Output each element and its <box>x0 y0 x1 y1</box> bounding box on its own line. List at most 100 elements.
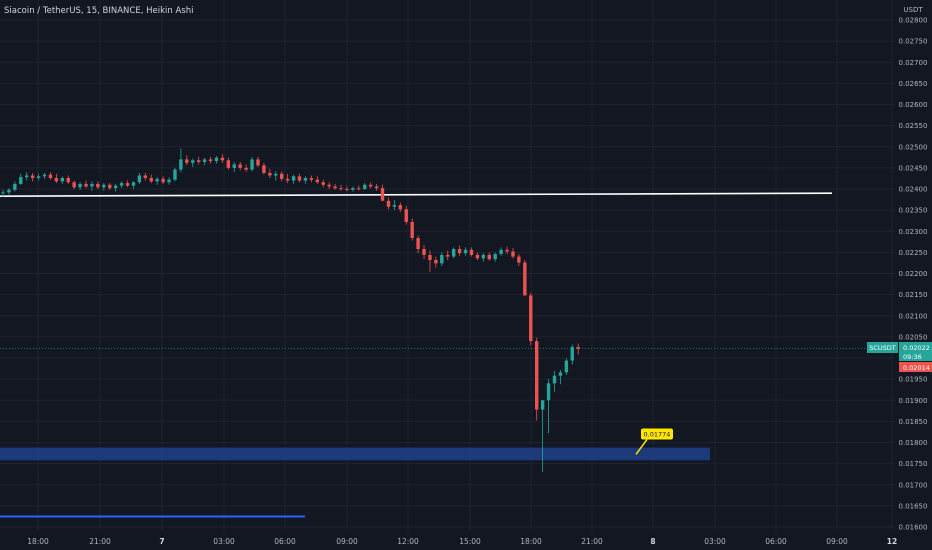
candle-body <box>380 188 385 201</box>
low-price-tag <box>899 362 932 372</box>
support-zone[interactable] <box>0 447 710 461</box>
time-tick-label: 8 <box>650 537 655 546</box>
candle-body <box>238 164 242 168</box>
candle-body <box>540 400 545 410</box>
candle-body <box>149 178 153 182</box>
candle-body <box>274 173 278 176</box>
chart-title: Siacoin / TetherUS, 15, BINANCE, Heikin … <box>4 6 193 16</box>
time-tick-label: 06:00 <box>274 537 296 546</box>
candle-body <box>48 174 53 179</box>
price-tick-label: 0.01950 <box>899 376 928 384</box>
candle-body <box>119 183 124 186</box>
symbol-tag-text: SCUSDT <box>869 344 896 352</box>
candle-body <box>84 183 88 187</box>
candle-body <box>463 249 468 254</box>
candle-body <box>327 184 331 187</box>
price-tags: SCUSDT 0.02022 09:36 0.02014 <box>867 342 932 372</box>
candle-body <box>481 254 486 259</box>
time-axis[interactable]: 18:00 21:00 7 03:00 06:00 09:00 12:00 15:00 18:0… <box>27 537 897 546</box>
time-tick-label: 7 <box>159 537 164 546</box>
time-tick-label: 12 <box>887 537 897 546</box>
price-tick-label: 0.01800 <box>899 439 928 447</box>
candle-body <box>125 183 130 186</box>
candle-body <box>333 186 337 189</box>
candle-body <box>72 182 76 188</box>
candle-body <box>167 179 171 183</box>
candle-body <box>280 173 284 179</box>
candle-body <box>262 165 266 173</box>
candle-body <box>511 251 515 257</box>
candle-body <box>529 295 533 342</box>
price-tick-label: 0.02500 <box>899 143 928 151</box>
candle-body <box>19 177 23 184</box>
price-tick-label: 0.02600 <box>899 101 928 109</box>
candle-body <box>434 259 438 264</box>
candle-body <box>398 205 403 210</box>
candle-body <box>208 159 213 162</box>
current-price-text: 0.02022 <box>903 344 930 352</box>
candle-body <box>268 172 272 176</box>
candle-body <box>196 160 201 162</box>
candle-body <box>7 189 11 193</box>
chart-grid <box>0 0 895 530</box>
candle-body <box>487 254 491 260</box>
candle-body <box>202 159 207 162</box>
horizontal-price-line[interactable] <box>0 192 833 197</box>
candle-body <box>13 183 17 190</box>
time-tick-label: 03:00 <box>213 537 235 546</box>
price-tick-label: 0.02350 <box>899 207 928 215</box>
price-tick-label: 0.02800 <box>899 17 928 25</box>
candle-body <box>309 178 314 180</box>
low-price-text: 0.02014 <box>903 364 930 372</box>
price-tick-label: 0.02100 <box>899 312 928 320</box>
price-tick-label: 0.02450 <box>899 164 928 172</box>
candle-body <box>36 176 41 179</box>
candle-body <box>244 167 248 170</box>
candle-body <box>558 372 563 376</box>
candle-body <box>113 185 118 189</box>
candle-body <box>505 249 509 252</box>
callout-label[interactable]: 0.01774 <box>635 428 673 455</box>
callout-price-text: 0.01774 <box>644 430 671 438</box>
candle-body <box>250 159 254 170</box>
price-tick-label: 0.02750 <box>899 38 928 46</box>
candle-body <box>291 176 296 181</box>
candle-body <box>161 178 165 183</box>
candle-body <box>185 159 189 163</box>
candle-body <box>232 164 236 168</box>
candle-body <box>576 347 580 349</box>
candle-body <box>179 159 183 170</box>
candle-body <box>60 178 64 182</box>
time-tick-label: 15:00 <box>459 537 481 546</box>
axis-unit: USDT <box>903 6 923 14</box>
candle-body <box>173 169 177 180</box>
candle-body <box>137 175 142 183</box>
price-tick-label: 0.02050 <box>899 333 928 341</box>
price-tick-label: 0.02550 <box>899 122 928 130</box>
candle-body <box>256 159 260 166</box>
time-tick-label: 21:00 <box>89 537 111 546</box>
price-tick-label: 0.01700 <box>899 481 928 489</box>
candle-body <box>155 178 159 182</box>
callout-pointer <box>635 439 648 455</box>
candle-body <box>428 254 432 260</box>
price-tick-label: 0.02250 <box>899 249 928 257</box>
symbol-tag <box>867 342 898 353</box>
price-tick-label: 0.02200 <box>899 270 928 278</box>
candle-body <box>493 254 497 260</box>
candle-body <box>214 157 219 162</box>
price-tick-label: 0.02700 <box>899 59 928 67</box>
time-tick-label: 18:00 <box>520 537 542 546</box>
candle-body <box>321 182 325 185</box>
callout-box <box>641 428 673 440</box>
time-tick-label: 09:00 <box>826 537 848 546</box>
candle-body <box>368 184 373 187</box>
candle-body <box>226 160 231 168</box>
candle-body <box>285 178 290 181</box>
candle-body <box>374 186 379 189</box>
time-tick-label: 21:00 <box>581 537 603 546</box>
candle-body <box>410 221 414 239</box>
candle-body <box>78 183 82 188</box>
candle-body <box>297 176 302 181</box>
